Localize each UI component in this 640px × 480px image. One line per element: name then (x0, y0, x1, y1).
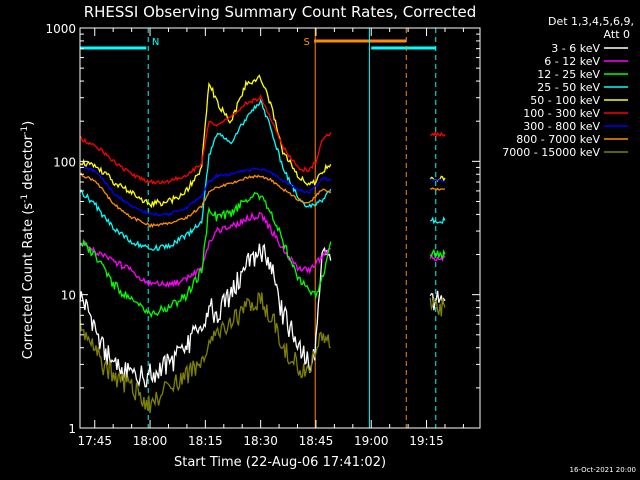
footer-date: 16-Oct-2021 20:00 (570, 466, 636, 474)
series-line-late (430, 216, 446, 225)
legend-entry-label: 100 - 300 keV (523, 107, 600, 120)
series-line (79, 211, 331, 289)
x-tick-label: 18:15 (188, 434, 223, 448)
series-line-late (429, 178, 446, 183)
y-tick-label: 100 (53, 155, 76, 169)
y-axis-label: Corrected Count Rate (s-1 detector-1) (20, 121, 36, 359)
series-line-late (430, 187, 446, 191)
series-line (79, 94, 332, 185)
x-tick-label: 19:15 (409, 434, 444, 448)
y-tick-label: 1 (68, 422, 76, 436)
plot-frame (79, 27, 481, 429)
y-tick-label: 1000 (45, 22, 76, 36)
series-line (79, 191, 332, 319)
series-line (79, 74, 332, 209)
legend-entry-label: 12 - 25 keV (537, 68, 600, 81)
chart-title: RHESSI Observing Summary Count Rates, Co… (84, 3, 477, 21)
series-line-late (429, 248, 446, 260)
series-line-late (429, 252, 446, 262)
x-tick-label: 18:00 (133, 434, 168, 448)
series-line (79, 292, 331, 414)
legend-entry-label: 6 - 12 keV (544, 55, 600, 68)
flag-label: N (152, 37, 159, 48)
legend-header-line2: Att 0 (604, 28, 630, 41)
legend-entry-label: 300 - 800 keV (523, 120, 600, 133)
legend-entry-label: 50 - 100 keV (530, 94, 600, 107)
legend-entry-label: 7000 - 15000 keV (502, 146, 600, 159)
x-axis-label: Start Time (22-Aug-06 17:41:02) (174, 455, 386, 470)
x-tick-label: 18:30 (243, 434, 278, 448)
x-tick-label: 17:45 (77, 434, 112, 448)
x-tick-label: 19:00 (354, 434, 389, 448)
series-line-late (429, 175, 446, 182)
series-line (79, 164, 332, 217)
series-line (79, 172, 332, 229)
legend-entry-label: 800 - 7000 keV (516, 133, 600, 146)
series-line-late (429, 296, 446, 317)
legend-entry-label: 25 - 50 keV (537, 81, 600, 94)
series-line (79, 243, 332, 388)
axes-layer: 1 10 100 1000 17:45 18:00 18:15 18:30 18:45 19:00… (45, 22, 480, 448)
series-line-late (430, 130, 446, 138)
legend-entry-label: 3 - 6 keV (551, 42, 600, 55)
x-tick-label: 18:45 (299, 434, 334, 448)
y-tick-label: 10 (61, 289, 76, 303)
flag-label: S (304, 37, 310, 48)
legend-header-line1: Det 1,3,4,5,6,9, (548, 15, 634, 28)
